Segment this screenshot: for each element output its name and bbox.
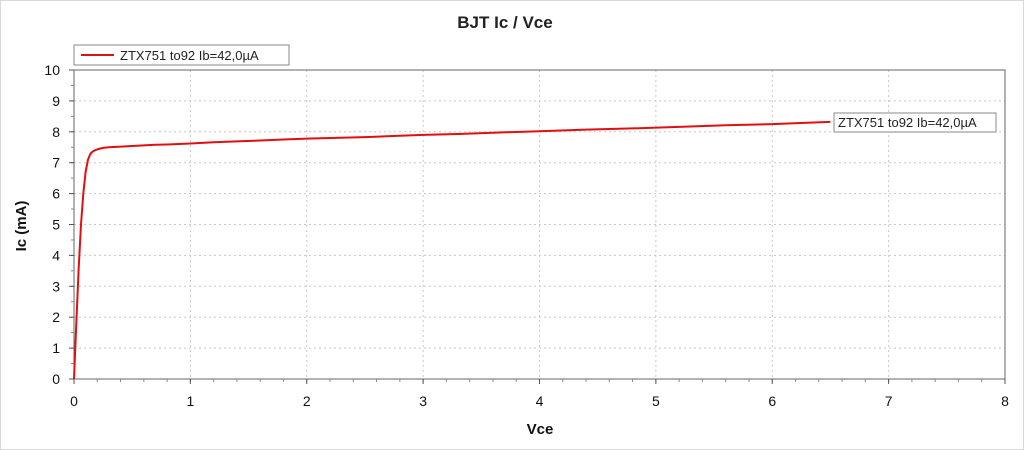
legend-entry: ZTX751 to92 Ib=42,0µA: [120, 48, 259, 63]
x-axis-ticks: 0 1 2 3 4 5 6 7 8: [70, 379, 1009, 409]
x-tick-label: 6: [768, 393, 776, 409]
x-tick-label: 7: [885, 393, 893, 409]
y-tick-label: 10: [44, 62, 60, 78]
x-axis-title: Vce: [527, 421, 554, 438]
end-label: ZTX751 to92 Ib=42,0µA: [833, 112, 997, 133]
y-tick-label: 8: [52, 124, 60, 140]
x-tick-label: 3: [419, 393, 427, 409]
legend[interactable]: ZTX751 to92 Ib=42,0µA: [73, 44, 290, 66]
y-tick-label: 2: [52, 309, 60, 325]
end-label-text: ZTX751 to92 Ib=42,0µA: [838, 115, 977, 130]
x-tick-label: 8: [1001, 393, 1009, 409]
y-axis-title: Ic (mA): [13, 201, 30, 252]
x-tick-label: 0: [70, 393, 78, 409]
y-tick-label: 7: [52, 155, 60, 171]
legend-box: [73, 44, 290, 66]
x-tick-label: 2: [303, 393, 311, 409]
y-tick-label: 4: [52, 247, 60, 263]
end-label-box: [833, 112, 997, 133]
y-axis-ticks: 0 1 2 3 4 5 6 7 8 9 10: [44, 62, 74, 387]
y-tick-label: 6: [52, 186, 60, 202]
chart-title: BJT Ic / Vce: [457, 13, 552, 32]
x-tick-label: 4: [536, 393, 544, 409]
y-tick-label: 0: [52, 371, 60, 387]
series-layer: [73, 120, 831, 380]
series-line: [73, 120, 831, 380]
x-tick-label: 1: [186, 393, 194, 409]
x-tick-label: 5: [652, 393, 660, 409]
y-tick-label: 9: [52, 93, 60, 109]
y-tick-label: 5: [52, 217, 60, 233]
y-tick-label: 3: [52, 278, 60, 294]
y-tick-label: 1: [52, 340, 60, 356]
